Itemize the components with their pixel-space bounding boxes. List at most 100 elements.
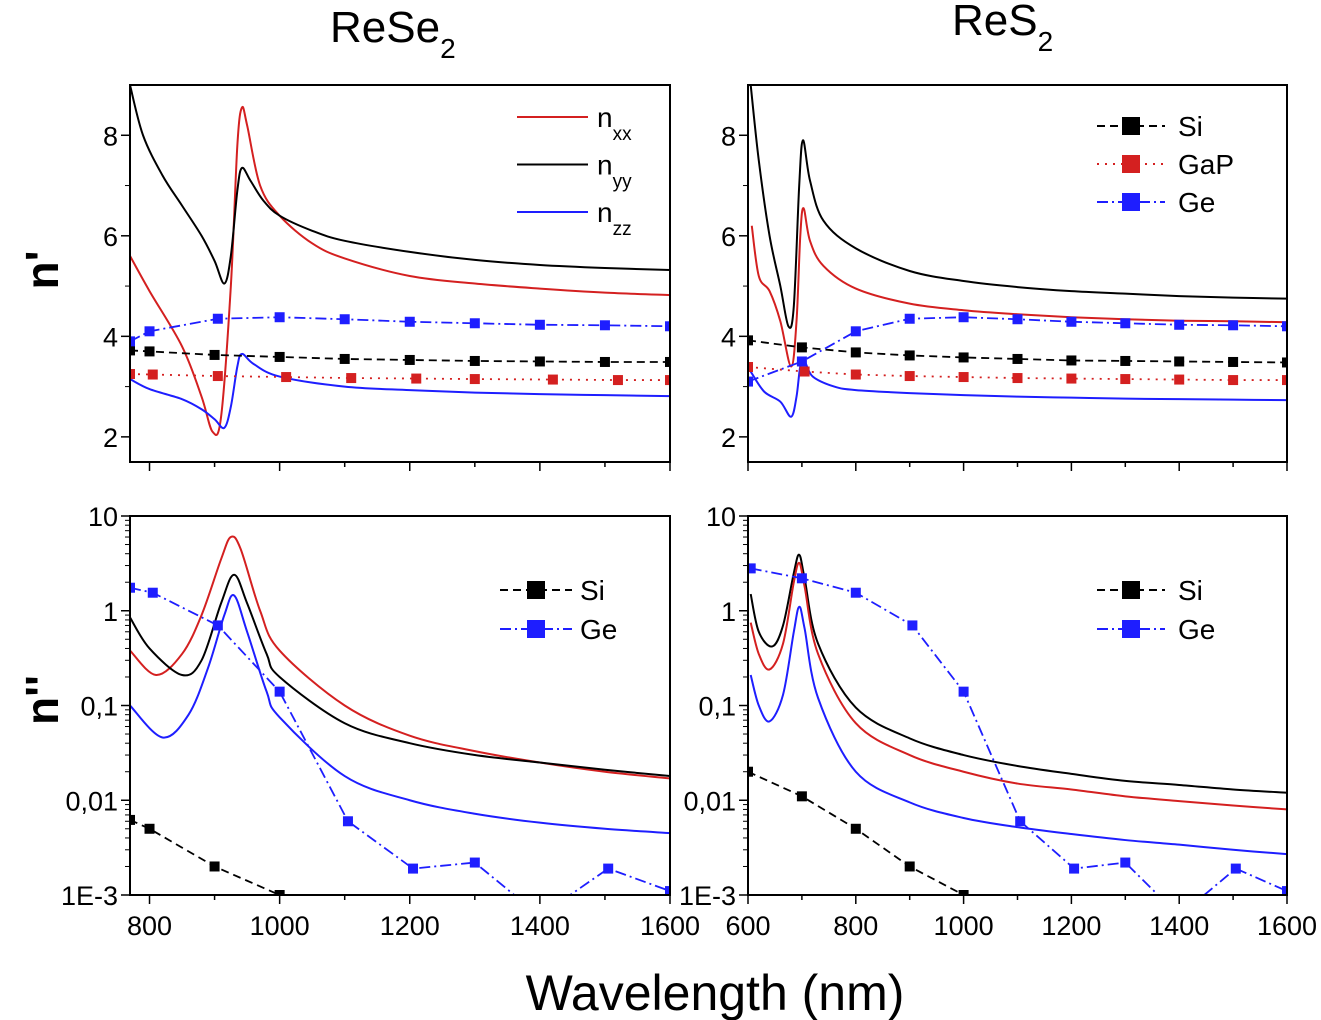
series-Si-marker <box>796 791 807 802</box>
series-group <box>748 553 1287 938</box>
series-Si-marker <box>339 353 350 364</box>
series-GaP-marker <box>748 361 753 372</box>
series-Ge-marker <box>904 313 915 324</box>
series-Si-marker <box>1066 355 1077 366</box>
series-GaP-marker <box>1120 374 1131 385</box>
legend-label-nxx: nxx <box>597 102 632 145</box>
y-tick-label: 8 <box>721 121 736 151</box>
series-Ge-marker <box>1174 319 1185 330</box>
series-Ge-marker <box>850 587 861 598</box>
series-GaP-marker <box>1174 374 1185 385</box>
series-Ge-marker <box>1066 316 1077 327</box>
series-GaP-marker <box>1012 373 1023 384</box>
x-tick-label: 1600 <box>640 911 700 941</box>
legend-marker-Si <box>1122 581 1140 599</box>
series-Si-marker <box>1013 928 1023 938</box>
series-Ge-marker <box>907 620 918 631</box>
series-Ge-marker <box>147 587 158 598</box>
series-group <box>748 85 1287 418</box>
legend-label-Si: Si <box>1178 575 1203 606</box>
legend-marker-Si <box>1122 117 1140 135</box>
series-Ge-marker <box>1012 314 1023 325</box>
series-GaP-marker <box>469 374 480 385</box>
series-GaP-marker <box>1282 375 1287 386</box>
series-Si-marker <box>469 355 480 366</box>
x-tick-label: 1400 <box>1149 911 1209 941</box>
series-Ge-marker <box>1282 321 1287 332</box>
series-Si-marker <box>748 335 753 346</box>
series-nxx-line <box>130 105 670 436</box>
series-Ge-marker <box>958 312 969 323</box>
y-tick-label: 1 <box>721 597 736 627</box>
series-Si-marker <box>274 351 285 362</box>
series-Si-marker <box>130 814 135 825</box>
y-tick-label: 6 <box>103 222 118 252</box>
series-Ge-marker <box>748 376 753 387</box>
ylabel-top: n' <box>16 250 68 289</box>
legend-marker-Ge <box>1122 620 1140 638</box>
series-nyy-line <box>749 553 1287 794</box>
series-GaP-marker <box>665 375 670 386</box>
series-Ge-marker <box>1282 886 1287 895</box>
y-tick-label: 10 <box>706 502 736 532</box>
series-Si-marker <box>958 890 969 895</box>
x-tick-label: 1400 <box>510 911 570 941</box>
y-tick-label: 1E-3 <box>61 881 118 911</box>
series-Ge-line <box>130 586 670 895</box>
series-Si-marker <box>904 350 915 361</box>
plot-frame <box>747 84 1288 463</box>
series-GaP-marker <box>799 366 810 377</box>
series-nzz-line <box>130 352 670 430</box>
series-Si-marker <box>1282 357 1287 368</box>
panel-2: 1E-3 0,01 0,1 1 10 800 1000 1200 1400 1600 Si Ge <box>61 502 700 941</box>
series-Ge-marker <box>130 336 135 347</box>
series-Si-marker <box>1012 353 1023 364</box>
xlabel: Wavelength (nm) <box>526 965 905 1020</box>
y-tick-label: 2 <box>103 423 118 453</box>
y-tick-label: 1 <box>103 597 118 627</box>
series-GaP-marker <box>612 375 623 386</box>
x-tick-label: 800 <box>833 911 878 941</box>
series-Si-marker <box>404 354 415 365</box>
series-GaP-line <box>748 366 1287 381</box>
series-Ge-marker <box>665 321 670 332</box>
legend-label-Ge: Ge <box>1178 614 1215 645</box>
y-tick-label: 4 <box>103 322 118 352</box>
x-tick-label: 1200 <box>1041 911 1101 941</box>
legend: Si GaP Ge <box>1097 111 1234 218</box>
legend-marker-Ge <box>1122 193 1140 211</box>
legend-marker-Ge <box>527 620 545 638</box>
plot-frame <box>129 515 671 896</box>
series-Si-marker <box>130 345 135 356</box>
legend: Si Ge <box>1097 575 1215 645</box>
series-Ge-marker <box>1228 320 1239 331</box>
series-GaP-marker <box>1066 373 1077 384</box>
title-res2: ReS2 <box>952 0 1053 57</box>
series-Si-marker <box>534 356 545 367</box>
series-Ge-marker <box>212 620 223 631</box>
x-tick-label: 1200 <box>380 911 440 941</box>
series-nxx-line <box>749 561 1287 811</box>
x-tick-label: 600 <box>725 911 770 941</box>
x-tick-label: 800 <box>127 911 172 941</box>
series-Si-marker <box>209 349 220 360</box>
legend-label-nzz: nzz <box>597 197 632 240</box>
y-tick-label: 6 <box>721 222 736 252</box>
series-Si-marker <box>904 861 915 872</box>
y-tick-label: 0,01 <box>683 786 736 816</box>
series-GaP-marker <box>411 373 422 384</box>
series-Ge-marker <box>603 863 614 874</box>
series-group <box>130 535 670 895</box>
series-Ge-marker <box>144 326 155 337</box>
series-Ge-marker <box>212 313 223 324</box>
legend-label-Si: Si <box>580 575 605 606</box>
series-Ge-marker <box>274 312 285 323</box>
series-Ge-marker <box>130 582 135 593</box>
series-Ge-marker <box>958 686 969 697</box>
series-GaP-marker <box>346 373 357 384</box>
series-Ge-marker <box>796 356 807 367</box>
series-Ge-marker <box>1230 863 1241 874</box>
series-nzz-line <box>749 605 1287 856</box>
series-Si-marker <box>144 346 155 357</box>
panel-1: 2 4 6 8 Si GaP Ge <box>721 84 1288 471</box>
